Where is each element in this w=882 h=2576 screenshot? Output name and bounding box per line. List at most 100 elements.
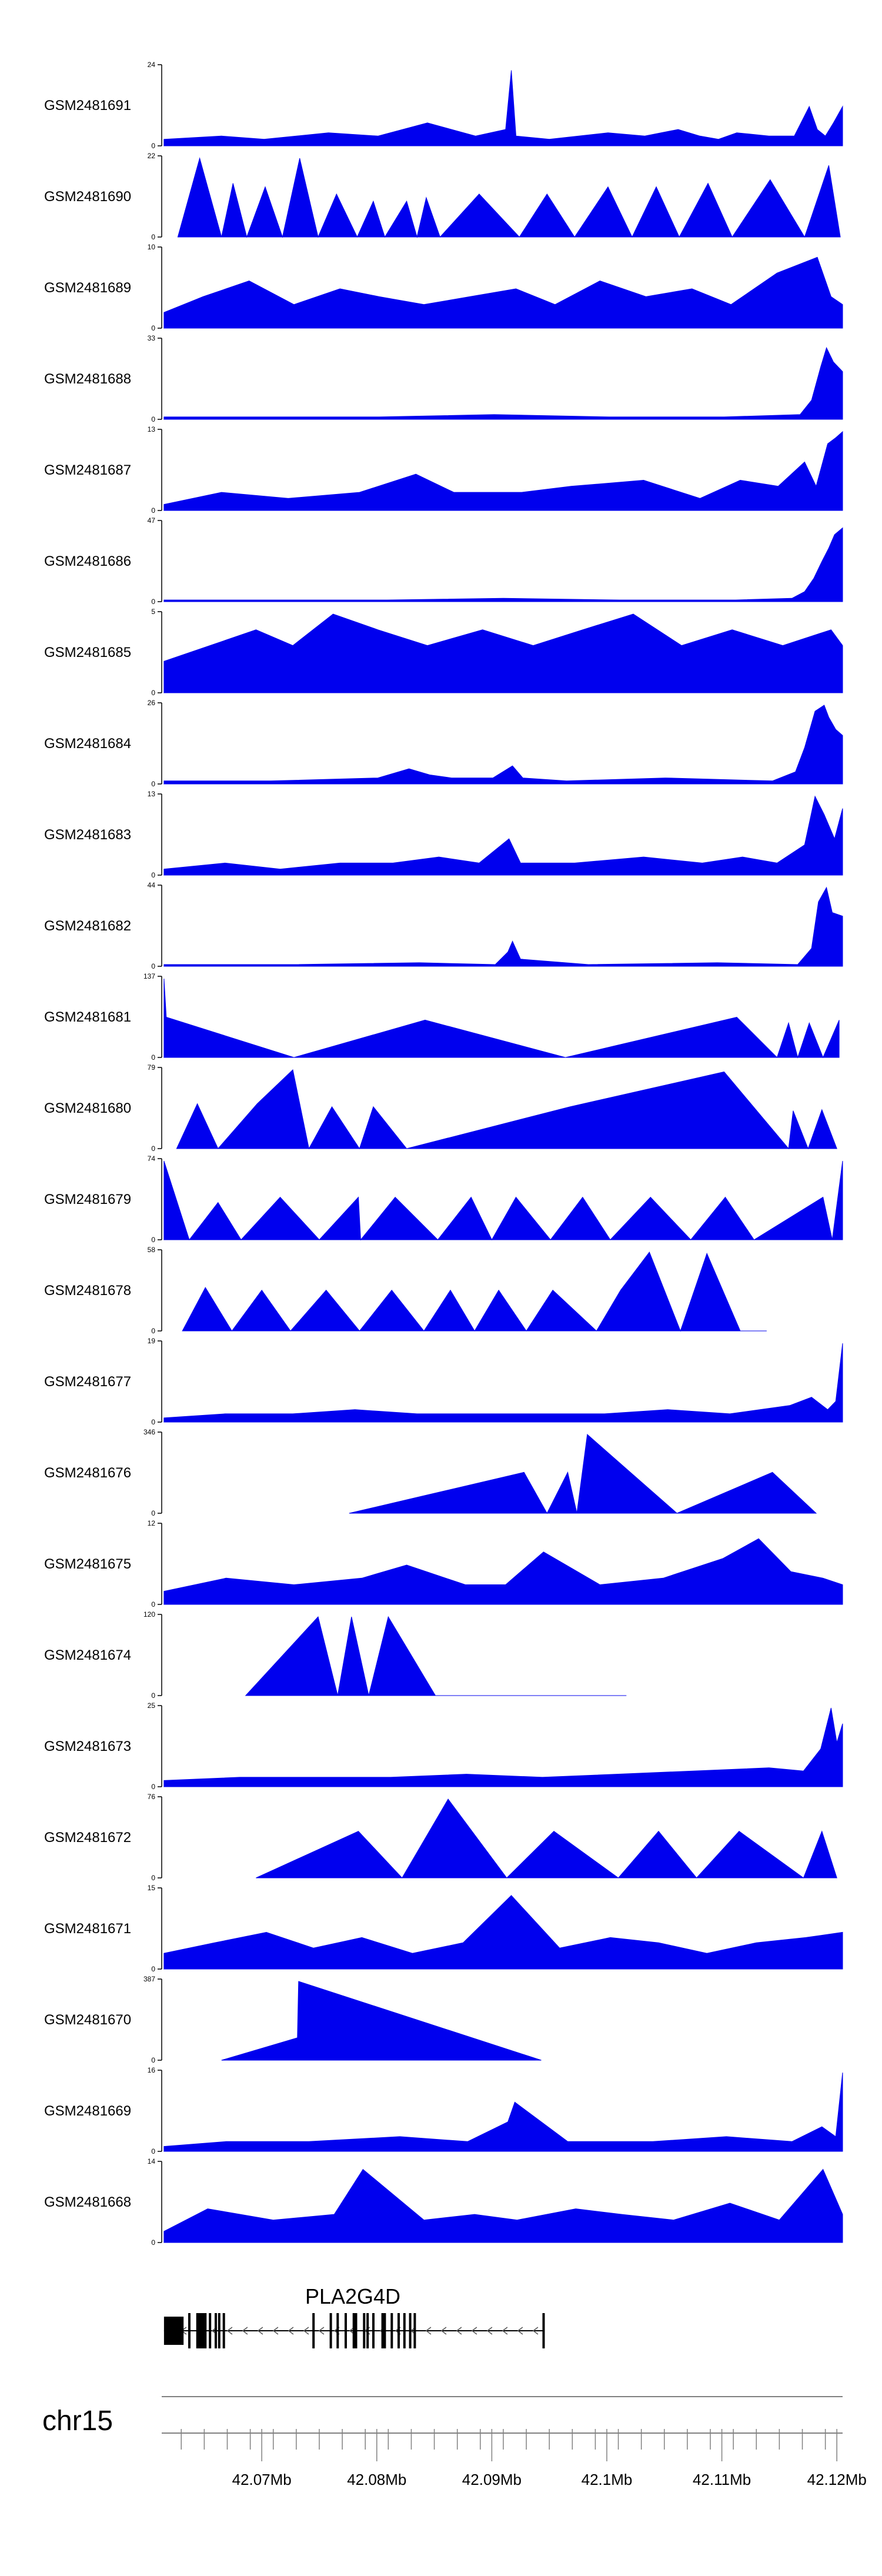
track-ymin-label: 0 [151,415,155,423]
track-ymax-label: 13 [148,425,156,433]
track-ymin-label: 0 [151,689,155,697]
track-ymin-label: 0 [151,1053,155,1062]
tracks: GSM2481691240GSM2481690220GSM2481689100G… [44,61,843,2247]
track-ymax-label: 74 [148,1154,156,1163]
track-ymin-label: 0 [151,324,155,332]
track-area [163,1538,843,1605]
exon [209,2313,212,2348]
track-ymax-label: 33 [148,334,156,342]
genome-tick-label: 42.11Mb [693,2471,751,2488]
track-ymin-label: 0 [151,962,155,970]
strand-arrow [502,2327,508,2335]
track-ymin-label: 0 [151,142,155,150]
track-ymin-label: 0 [151,2056,155,2064]
strand-arrow [257,2327,263,2335]
exon [413,2313,416,2348]
track-GSM2481675: GSM2481675 12 0 [44,1519,843,1609]
track-ymin-label: 0 [151,1783,155,1791]
track-label: GSM2481691 [44,98,131,114]
track-area [163,256,843,329]
track-GSM2481687: GSM2481687 13 0 [44,425,843,515]
track-area [349,1434,817,1514]
track-ymax-label: 47 [148,516,156,525]
strand-arrow [318,2327,325,2335]
genome-tick-label: 42.12Mb [807,2471,867,2488]
track-GSM2481685: GSM2481685 5 0 [44,608,843,697]
track-ymax-label: 14 [148,2157,156,2165]
strand-arrow [440,2327,447,2335]
exon [397,2313,400,2348]
track-GSM2481669: GSM2481669 16 0 [44,2066,843,2155]
chromosome-label: chr15 [42,2405,113,2437]
track-GSM2481683: GSM2481683 13 0 [44,790,843,879]
track-ymax-label: 387 [143,1975,155,1983]
exon [542,2313,545,2348]
track-ymax-label: 76 [148,1793,156,1801]
track-ymax-label: 15 [148,1884,156,1892]
track-label: GSM2481671 [44,1921,131,1937]
track-GSM2481676: GSM2481676 346 0 [44,1428,817,1517]
genome-tick-label: 42.08Mb [347,2471,406,2488]
track-ymin-label: 0 [151,1418,155,1426]
track-GSM2481681: GSM2481681 137 0 [44,972,840,1062]
track-label: GSM2481673 [44,1739,131,1754]
track-area [163,1895,843,1970]
track-ymin-label: 0 [151,871,155,879]
track-label: GSM2481688 [44,371,131,387]
track-area [182,1251,767,1332]
track-GSM2481677: GSM2481677 19 0 [44,1337,843,1426]
track-GSM2481678: GSM2481678 58 0 [44,1246,767,1335]
track-area [177,157,841,238]
strand-arrow [242,2327,248,2335]
track-ymax-label: 25 [148,1701,156,1710]
track-ymax-label: 79 [148,1063,156,1072]
track-ymin-label: 0 [151,1965,155,1973]
track-label: GSM2481687 [44,462,131,478]
track-label: GSM2481672 [44,1830,131,1846]
exon [163,2317,184,2345]
strand-arrow [517,2327,523,2335]
track-area [163,795,843,876]
track-ymin-label: 0 [151,1600,155,1609]
track-GSM2481689: GSM2481689 10 0 [44,243,843,332]
strand-arrow [272,2327,279,2335]
track-ymax-label: 137 [143,972,155,980]
track-GSM2481672: GSM2481672 76 0 [44,1793,837,1882]
exon [403,2313,406,2348]
strand-arrow [425,2327,432,2335]
exon [218,2313,220,2348]
track-GSM2481688: GSM2481688 33 0 [44,334,843,423]
strand-arrow [226,2327,233,2335]
track-GSM2481679: GSM2481679 74 0 [44,1154,843,1244]
track-ymax-label: 22 [148,152,156,160]
exon [363,2313,366,2348]
track-ymin-label: 0 [151,1327,155,1335]
track-ymin-label: 0 [151,2147,155,2155]
track-GSM2481682: GSM2481682 44 0 [44,881,843,970]
track-label: GSM2481681 [44,1009,131,1025]
track-GSM2481670: GSM2481670 387 0 [44,1975,542,2064]
track-area [163,1160,843,1241]
track-ymin-label: 0 [151,1144,155,1153]
strand-arrow [532,2327,539,2335]
exon [188,2313,191,2348]
track-area [176,1069,837,1150]
track-area [163,613,843,693]
exon [409,2313,412,2348]
track-ymax-label: 12 [148,1519,156,1527]
exon [381,2313,386,2348]
track-area [163,1707,843,1787]
track-ymin-label: 0 [151,780,155,788]
genome-tick-label: 42.07Mb [232,2471,292,2488]
exon [336,2313,339,2348]
track-ymax-label: 58 [148,1246,156,1254]
track-area [163,346,843,420]
exon [390,2313,393,2348]
track-area [245,1616,627,1696]
track-label: GSM2481675 [44,1556,131,1572]
genome-tick-label: 42.1Mb [582,2471,633,2488]
track-area [163,2072,843,2152]
track-ymax-label: 24 [148,61,156,69]
track-area [163,1343,843,1423]
